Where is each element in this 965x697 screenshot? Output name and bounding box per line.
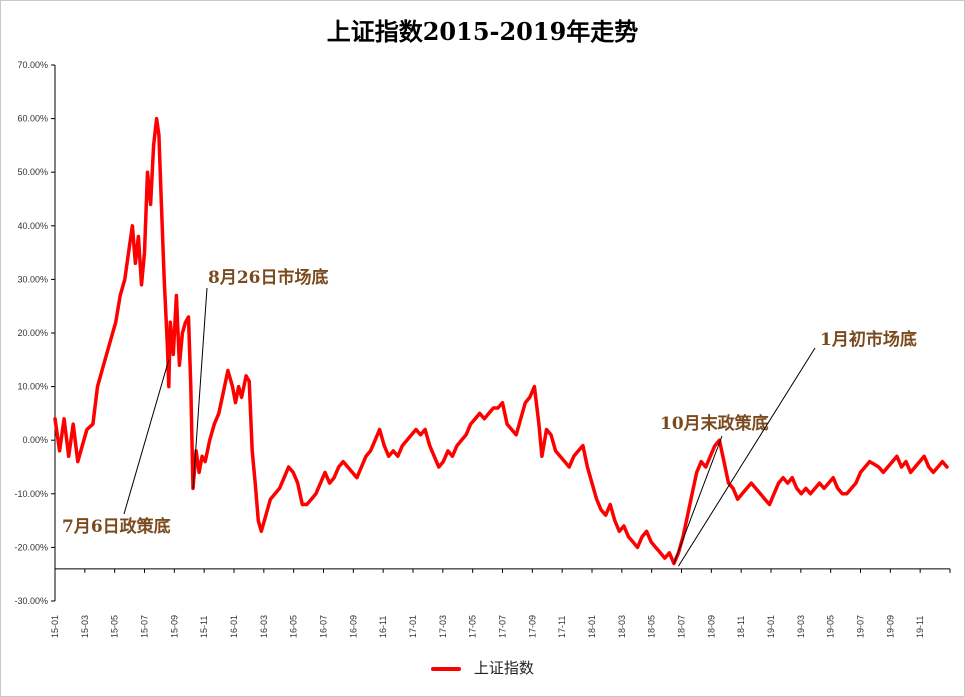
legend-label: 上证指数 (473, 659, 534, 677)
x-tick-label: 19-03 (796, 615, 806, 638)
x-tick-label: 15-03 (80, 615, 90, 638)
annotation-label: 7月6日政策底 (62, 516, 171, 537)
y-tick-label: 10.00% (17, 382, 48, 392)
x-tick-label: 17-05 (468, 615, 478, 638)
x-tick-label: 19-05 (826, 615, 836, 638)
x-tick-label: 15-05 (110, 615, 120, 638)
x-tick-label: 15-11 (199, 616, 209, 638)
annotation-leader-line (123, 359, 170, 515)
y-tick-label: 20.00% (17, 328, 48, 338)
x-tick-label: 19-09 (885, 615, 895, 638)
x-tick-label: 18-07 (677, 615, 687, 638)
x-tick-label: 16-01 (229, 615, 239, 638)
x-tick-label: 17-07 (498, 615, 508, 638)
annotation-leader-line (673, 435, 723, 564)
y-tick-label: 50.00% (17, 167, 48, 177)
legend: 上证指数 (0, 657, 965, 678)
x-tick-label: 16-03 (259, 615, 269, 638)
x-tick-label: 18-11 (736, 616, 746, 638)
x-tick-label: 16-11 (378, 616, 388, 638)
y-tick-label: -30.00% (14, 596, 48, 606)
x-tick-label: 18-01 (587, 615, 597, 638)
y-tick-label: -20.00% (14, 542, 48, 552)
annotation-label: 1月初市场底 (820, 329, 917, 350)
legend-swatch (431, 666, 462, 671)
x-tick-label: 19-01 (766, 615, 776, 638)
annotation-label: 8月26日市场底 (208, 267, 329, 288)
x-tick-label: 15-01 (50, 615, 60, 638)
series-line-shangzheng (53, 116, 949, 566)
x-tick-label: 15-07 (140, 615, 150, 638)
x-tick-label: 16-09 (348, 615, 358, 638)
x-tick-label: 17-01 (408, 615, 418, 638)
y-tick-label: 70.00% (17, 60, 48, 70)
y-tick-label: -10.00% (14, 489, 48, 499)
x-tick-label: 17-03 (438, 615, 448, 638)
annotation-leader-line (192, 287, 208, 489)
x-tick-label: 18-03 (617, 615, 627, 638)
annotation-label: 10月末政策底 (660, 413, 769, 434)
chart-title: 上证指数2015-2019年走势 (326, 17, 639, 46)
x-tick-label: 17-09 (527, 615, 537, 638)
x-tick-label: 19-11 (915, 616, 925, 638)
x-tick-label: 15-09 (169, 615, 179, 638)
y-tick-label: 60.00% (17, 114, 48, 124)
x-tick-label: 18-05 (647, 615, 657, 638)
annotation-leader-line (678, 347, 816, 567)
y-tick-label: 0.00% (22, 435, 48, 445)
y-tick-label: 30.00% (17, 274, 48, 284)
x-tick-label: 17-11 (557, 616, 567, 638)
x-tick-label: 18-09 (706, 615, 716, 638)
x-tick-label: 16-07 (319, 615, 329, 638)
x-tick-label: 19-07 (856, 615, 866, 638)
x-tick-label: 16-05 (289, 615, 299, 638)
y-tick-label: 40.00% (17, 221, 48, 231)
